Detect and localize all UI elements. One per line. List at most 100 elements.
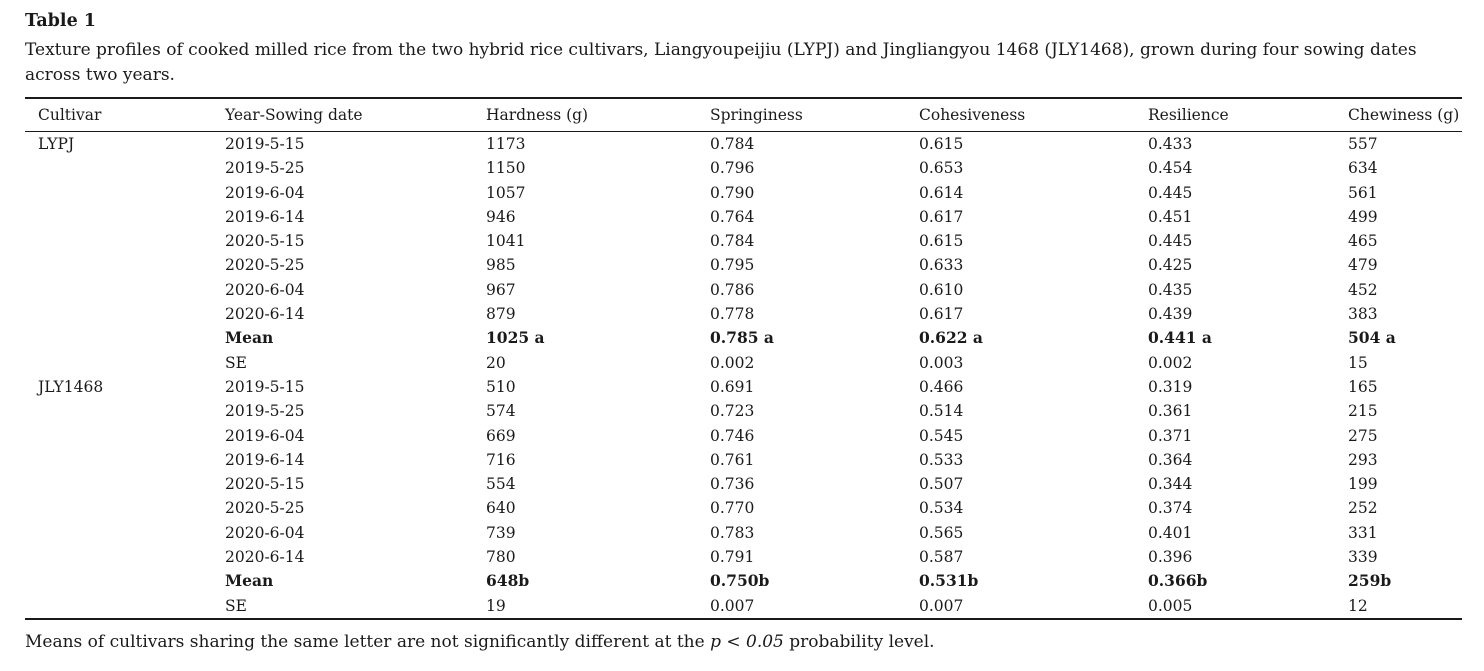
- resilience-cell: 0.441 a: [1148, 328, 1212, 348]
- date-cell: 2020-5-15: [225, 475, 305, 494]
- cultivar-cell: [25, 253, 212, 277]
- resilience-cell: 0.445: [1148, 232, 1193, 251]
- cohesiveness-cell: 0.617: [919, 305, 964, 324]
- resilience-cell: 0.002: [1148, 353, 1193, 372]
- table-row: SE 19 0.007 0.007 0.005 12: [25, 594, 1462, 619]
- cultivar-cell: [25, 424, 212, 448]
- cohesiveness-cell: 0.514: [919, 402, 964, 421]
- cultivar-cell: [25, 472, 212, 496]
- springiness-cell: 0.796: [710, 159, 755, 178]
- hardness-cell: 640: [486, 499, 516, 518]
- table-row: 2019-6-14 946 0.764 0.617 0.451 499: [25, 205, 1462, 229]
- footnote-text-end: probability level.: [783, 631, 935, 652]
- springiness-cell: 0.002: [710, 353, 755, 372]
- resilience-cell: 0.344: [1148, 475, 1193, 494]
- table-body: LYPJ 2019-5-15 1173 0.784 0.615 0.433 557 2019-…: [25, 132, 1462, 619]
- resilience-cell: 0.451: [1148, 207, 1193, 226]
- cohesiveness-cell: 0.610: [919, 280, 964, 299]
- springiness-cell: 0.764: [710, 207, 755, 226]
- hardness-cell: 1173: [486, 135, 526, 153]
- date-cell: 2019-5-15: [225, 377, 305, 396]
- springiness-cell: 0.784: [710, 135, 755, 153]
- date-cell: SE: [225, 596, 247, 615]
- date-cell: 2019-5-25: [225, 159, 305, 178]
- resilience-cell: 0.366b: [1148, 571, 1208, 591]
- cohesiveness-cell: 0.534: [919, 499, 964, 518]
- hardness-cell: 669: [486, 426, 516, 445]
- table-row: 2019-5-25 1150 0.796 0.653 0.454 634: [25, 156, 1462, 180]
- column-header-cohesiveness: Cohesiveness: [906, 98, 1135, 132]
- springiness-cell: 0.786: [710, 280, 755, 299]
- cohesiveness-cell: 0.622 a: [919, 328, 983, 348]
- hardness-cell: 780: [486, 548, 516, 567]
- hardness-cell: 19: [486, 596, 506, 615]
- footnote-text: Means of cultivars sharing the same lett…: [25, 631, 711, 652]
- resilience-cell: 0.401: [1148, 523, 1193, 542]
- table-row: LYPJ 2019-5-15 1173 0.784 0.615 0.433 557: [25, 132, 1462, 157]
- table-row: Mean 1025 a 0.785 a 0.622 a 0.441 a 504 a: [25, 326, 1462, 350]
- cultivar-cell: [25, 594, 212, 619]
- date-cell: 2020-6-04: [225, 280, 305, 299]
- cohesiveness-cell: 0.587: [919, 548, 964, 567]
- cultivar-cell: [25, 326, 212, 350]
- hardness-cell: 510: [486, 377, 516, 396]
- resilience-cell: 0.445: [1148, 183, 1193, 202]
- cohesiveness-cell: 0.533: [919, 450, 964, 469]
- column-header-year-sowing-date: Year-Sowing date: [212, 98, 473, 132]
- resilience-cell: 0.396: [1148, 548, 1193, 567]
- date-cell: Mean: [225, 328, 274, 348]
- springiness-cell: 0.784: [710, 232, 755, 251]
- resilience-cell: 0.425: [1148, 256, 1193, 275]
- resilience-cell: 0.435: [1148, 280, 1193, 299]
- hardness-cell: 574: [486, 402, 516, 421]
- table-row: SE 20 0.002 0.003 0.002 15: [25, 351, 1462, 375]
- date-cell: 2020-6-04: [225, 523, 305, 542]
- resilience-cell: 0.319: [1148, 377, 1193, 396]
- table-footnote: Means of cultivars sharing the same lett…: [25, 630, 1462, 654]
- chewiness-cell: 275: [1348, 426, 1378, 445]
- table-row: 2020-6-04 967 0.786 0.610 0.435 452: [25, 278, 1462, 302]
- cultivar-cell: [25, 545, 212, 569]
- cultivar-cell: [25, 302, 212, 326]
- hardness-cell: 1057: [486, 183, 526, 202]
- cohesiveness-cell: 0.007: [919, 596, 964, 615]
- table-row: 2019-6-04 669 0.746 0.545 0.371 275: [25, 424, 1462, 448]
- chewiness-cell: 252: [1348, 499, 1378, 518]
- chewiness-cell: 215: [1348, 402, 1378, 421]
- date-cell: 2020-5-25: [225, 499, 305, 518]
- springiness-cell: 0.790: [710, 183, 755, 202]
- date-cell: 2019-6-04: [225, 426, 305, 445]
- springiness-cell: 0.736: [710, 475, 755, 494]
- footnote-p-value: p < 0.05: [710, 631, 784, 652]
- resilience-cell: 0.454: [1148, 159, 1193, 178]
- cohesiveness-cell: 0.507: [919, 475, 964, 494]
- springiness-cell: 0.778: [710, 305, 755, 324]
- chewiness-cell: 504 a: [1348, 328, 1396, 348]
- column-header-cultivar: Cultivar: [25, 98, 212, 132]
- chewiness-cell: 331: [1348, 523, 1378, 542]
- resilience-cell: 0.439: [1148, 305, 1193, 324]
- texture-profiles-table: Cultivar Year-Sowing date Hardness (g) S…: [25, 97, 1462, 620]
- hardness-cell: 985: [486, 256, 516, 275]
- table-row: 2019-6-14 716 0.761 0.533 0.364 293: [25, 448, 1462, 472]
- column-header-resilience: Resilience: [1135, 98, 1335, 132]
- cohesiveness-cell: 0.653: [919, 159, 964, 178]
- springiness-cell: 0.785 a: [710, 328, 774, 348]
- table-row: 2020-5-15 1041 0.784 0.615 0.445 465: [25, 229, 1462, 253]
- table-header-row: Cultivar Year-Sowing date Hardness (g) S…: [25, 98, 1462, 132]
- table-row: JLY1468 2019-5-15 510 0.691 0.466 0.319 165: [25, 375, 1462, 399]
- cohesiveness-cell: 0.466: [919, 377, 964, 396]
- table-row: 2019-6-04 1057 0.790 0.614 0.445 561: [25, 181, 1462, 205]
- chewiness-cell: 259b: [1348, 571, 1392, 591]
- hardness-cell: 946: [486, 207, 516, 226]
- chewiness-cell: 12: [1348, 596, 1368, 615]
- cultivar-cell: [25, 181, 212, 205]
- date-cell: Mean: [225, 571, 274, 591]
- chewiness-cell: 557: [1348, 135, 1378, 153]
- table-row: 2020-6-04 739 0.783 0.565 0.401 331: [25, 521, 1462, 545]
- springiness-cell: 0.007: [710, 596, 755, 615]
- hardness-cell: 967: [486, 280, 516, 299]
- date-cell: 2020-5-25: [225, 256, 305, 275]
- springiness-cell: 0.746: [710, 426, 755, 445]
